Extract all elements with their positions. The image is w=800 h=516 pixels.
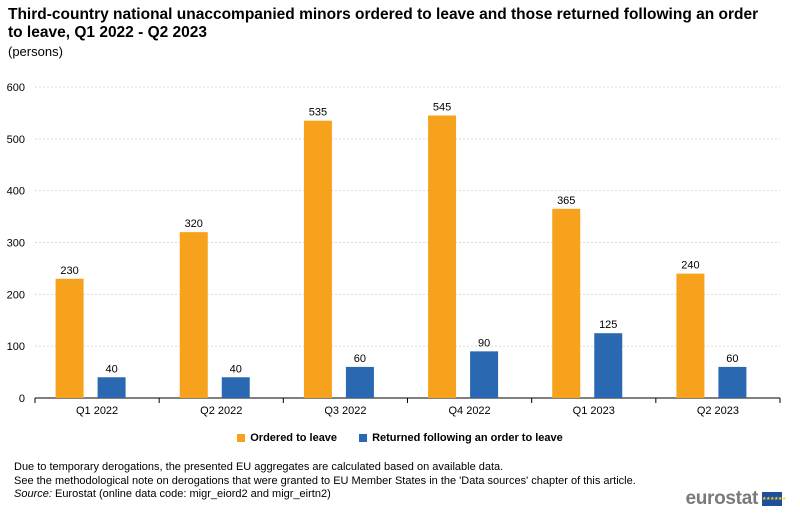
note-methodology: See the methodological note on derogatio… — [14, 474, 636, 487]
source-label: Source: — [14, 488, 52, 500]
x-tick-label: Q1 2023 — [573, 405, 615, 417]
bar-ordered — [552, 208, 581, 398]
bar-chart: 0 100 200 300 400 500 600 Q1 2022 230 40 Q2 2022 32… — [7, 82, 781, 417]
data-label: 60 — [726, 353, 738, 365]
data-label: 40 — [230, 363, 242, 375]
data-label: 90 — [478, 337, 490, 349]
data-label: 125 — [599, 319, 617, 331]
data-label: 230 — [60, 265, 78, 277]
x-tick-label: Q1 2022 — [76, 405, 118, 417]
eu-flag-icon: ★★★★★★ — [762, 492, 786, 506]
legend-label-ordered: Ordered to leave — [250, 432, 338, 444]
y-tick-label: 600 — [7, 82, 25, 94]
data-label: 320 — [185, 218, 203, 230]
legend-item-returned: Returned following an order to leave — [359, 432, 563, 444]
bar-returned — [221, 377, 250, 398]
x-tick-label: Q2 2023 — [697, 405, 739, 417]
bar-returned — [345, 366, 374, 398]
x-tick-label: Q2 2022 — [200, 405, 242, 417]
data-label: 545 — [433, 102, 451, 114]
bar-returned — [594, 333, 623, 398]
source-text: Eurostat (online data code: migr_eiord2 … — [51, 488, 331, 500]
legend-label-returned: Returned following an order to leave — [372, 432, 563, 444]
bar-ordered — [179, 232, 208, 398]
y-tick-label: 300 — [7, 238, 25, 250]
y-tick-label: 500 — [7, 134, 25, 146]
x-tick-label: Q3 2022 — [324, 405, 366, 417]
legend-swatch-ordered — [237, 434, 246, 442]
bar-returned — [718, 366, 747, 398]
legend-swatch-returned — [359, 434, 368, 442]
x-tick-label: Q4 2022 — [448, 405, 490, 417]
eurostat-wordmark: eurostat — [685, 488, 758, 509]
y-tick-label: 100 — [7, 341, 25, 353]
bar-ordered — [428, 115, 457, 398]
y-tick-label: 200 — [7, 289, 25, 301]
bar-ordered — [55, 278, 84, 398]
bar-ordered — [303, 120, 332, 399]
source-line: Source: Eurostat (online data code: migr… — [14, 488, 636, 502]
bar-ordered — [676, 273, 705, 398]
note-derogations: Due to temporary derogations, the presen… — [14, 461, 504, 473]
bar-returned — [470, 351, 499, 398]
y-tick-label: 0 — [19, 393, 25, 405]
chart-title: Third-country national unaccompanied min… — [8, 6, 759, 41]
y-tick-label: 400 — [7, 186, 25, 198]
chart-subtitle: (persons) — [8, 44, 63, 59]
data-label: 535 — [309, 107, 327, 119]
data-label: 365 — [557, 195, 575, 207]
data-label: 40 — [105, 363, 117, 375]
data-label: 60 — [354, 353, 366, 365]
footnotes: Due to temporary derogations, the presen… — [14, 461, 636, 502]
bar-returned — [97, 377, 126, 398]
legend-item-ordered: Ordered to leave — [237, 432, 337, 444]
data-label: 240 — [681, 260, 699, 272]
legend: Ordered to leave Returned following an o… — [0, 432, 800, 444]
eurostat-logo: eurostat ★★★★★★ — [685, 488, 786, 510]
